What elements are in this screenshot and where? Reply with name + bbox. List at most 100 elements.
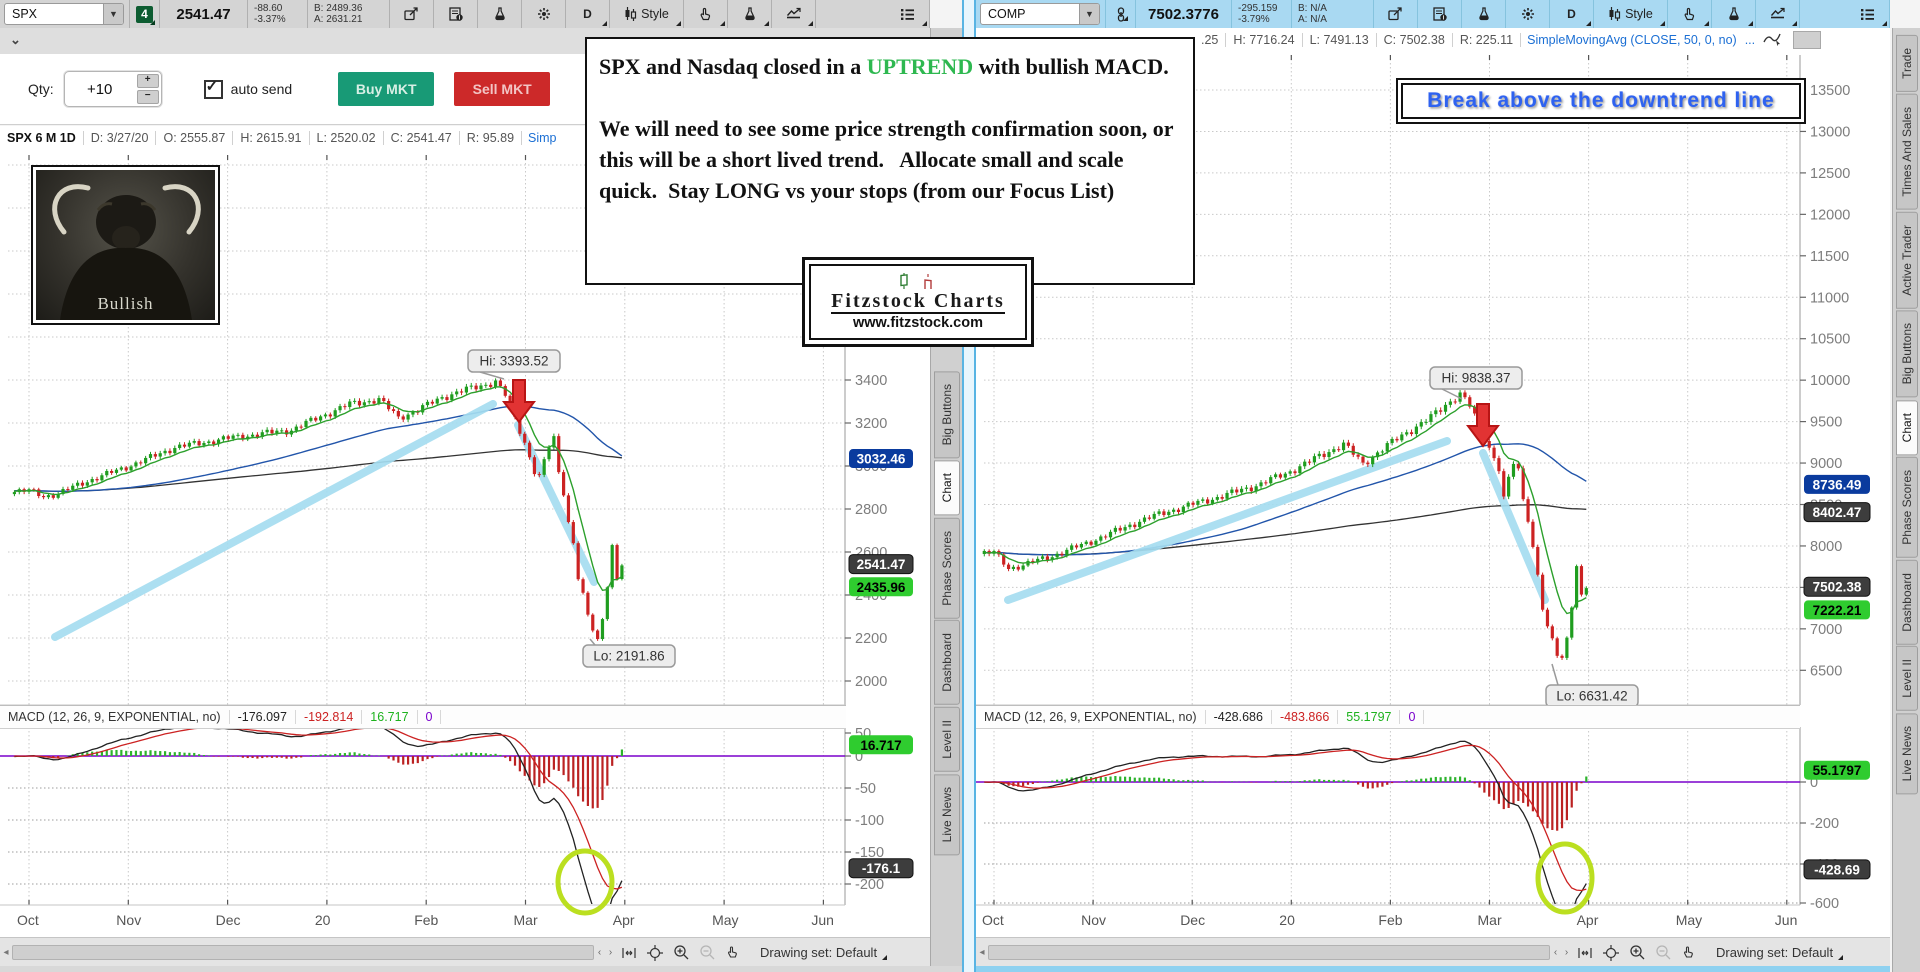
qty-increment-button[interactable]: + — [136, 74, 159, 88]
zoom-out-icon[interactable] — [1650, 944, 1676, 961]
left-macd-row: MACD (12, 26, 9, EXPONENTIAL, no) -176.0… — [0, 705, 846, 729]
bar-spacing-icon[interactable] — [616, 946, 642, 960]
link-cell[interactable] — [1106, 0, 1136, 28]
tab-chart[interactable]: Chart — [934, 460, 960, 516]
style-button[interactable]: Style — [610, 0, 684, 28]
macd-axis-label: -150 — [855, 845, 884, 861]
uptrend-trendline[interactable] — [51, 400, 497, 641]
pan-hand-icon[interactable] — [1676, 945, 1702, 961]
ellipse-annotation[interactable] — [1535, 841, 1595, 915]
tab-level-ii[interactable]: Level II — [934, 707, 960, 772]
gear-button[interactable] — [522, 0, 566, 28]
drawing-set-selector[interactable]: Drawing set: Default — [1716, 945, 1844, 960]
uptrend-trendline[interactable] — [1004, 437, 1451, 604]
auto-send-checkbox[interactable] — [203, 77, 223, 99]
tab-live-news[interactable]: Live News — [934, 773, 960, 856]
tab-trade[interactable]: Trade — [1896, 35, 1918, 92]
style-label: Style — [1625, 7, 1653, 21]
chevron-down-icon[interactable]: ▼ — [1079, 4, 1099, 24]
pointer-button[interactable] — [1668, 0, 1712, 28]
qty-label: Qty: — [28, 81, 54, 97]
scroll-left-icon[interactable]: ◂ — [3, 947, 9, 958]
scroll-left-icon[interactable]: ◂ — [979, 947, 985, 958]
horizontal-scrollbar[interactable] — [988, 945, 1550, 960]
share-button[interactable] — [390, 0, 434, 28]
symbol-input[interactable]: COMP — [988, 7, 1026, 21]
symbol-input[interactable]: SPX — [12, 7, 38, 21]
timeframe-button[interactable]: D — [566, 0, 610, 28]
tab-dashboard[interactable]: Dashboard — [934, 620, 960, 706]
price-bubble: 7222.21 — [1804, 600, 1870, 620]
list-icon — [900, 8, 915, 21]
page-right-icon[interactable]: › — [1564, 947, 1569, 958]
tab-level-ii[interactable]: Level II — [1896, 646, 1918, 712]
tab-active-trader[interactable]: Active Trader — [1896, 211, 1918, 309]
drawing-set-selector[interactable]: Drawing set: Default — [760, 945, 888, 960]
study-label[interactable]: Simp — [528, 131, 557, 145]
pointer-button[interactable] — [684, 0, 728, 28]
page-right-icon[interactable]: › — [608, 947, 613, 958]
pan-hand-icon[interactable] — [720, 945, 746, 961]
page-left-icon[interactable]: ‹ — [597, 947, 602, 958]
list-button[interactable] — [1846, 0, 1890, 28]
axis-collapse-button[interactable] — [1793, 31, 1822, 49]
bull-caption: Bullish — [97, 294, 154, 313]
symbol-combo[interactable]: SPX ▼ — [0, 0, 130, 28]
tab-phase-scores[interactable]: Phase Scores — [1896, 456, 1918, 558]
qty-value[interactable]: +10 — [86, 80, 113, 98]
down-arrow-annotation[interactable] — [502, 379, 536, 424]
sell-market-button[interactable]: Sell MKT — [454, 72, 551, 106]
macd-study-label[interactable]: MACD (12, 26, 9, EXPONENTIAL, no) — [0, 710, 230, 724]
link-icon[interactable] — [1112, 5, 1130, 23]
gear-button[interactable] — [1506, 0, 1550, 28]
zoom-in-icon[interactable] — [668, 944, 694, 961]
quantity-stepper[interactable]: +10 + − — [63, 71, 162, 107]
timeframe-button[interactable]: D — [1550, 0, 1594, 28]
study-more[interactable]: ... — [1744, 33, 1756, 47]
svg-text:16.717: 16.717 — [860, 738, 901, 753]
crosshair-icon[interactable] — [1598, 944, 1624, 961]
ellipse-annotation[interactable] — [555, 848, 615, 916]
downtrend-trendline[interactable] — [1479, 449, 1549, 604]
macd-study-label[interactable]: MACD (12, 26, 9, EXPONENTIAL, no) — [976, 710, 1206, 724]
tab-live-news[interactable]: Live News — [1896, 713, 1918, 795]
jump-to-cursor-icon[interactable] — [1763, 32, 1783, 49]
flask-button[interactable] — [728, 0, 772, 28]
tab-big-buttons[interactable]: Big Buttons — [1896, 310, 1918, 398]
list-button[interactable] — [886, 0, 930, 28]
zoom-out-icon[interactable] — [694, 944, 720, 961]
symbol-combo[interactable]: COMP ▼ — [976, 0, 1106, 28]
zoom-in-icon[interactable] — [1624, 944, 1650, 961]
bar-spacing-icon[interactable] — [1572, 946, 1598, 960]
price-bubble: 2541.47 — [848, 554, 914, 575]
page-left-icon[interactable]: ‹ — [1553, 947, 1558, 958]
style-button[interactable]: Style — [1594, 0, 1668, 28]
note-button[interactable]: i — [434, 0, 478, 28]
share-button[interactable] — [1374, 0, 1418, 28]
chart-line-button[interactable] — [1756, 0, 1800, 28]
tab-dashboard[interactable]: Dashboard — [1896, 559, 1918, 645]
price-axis-label: 11000 — [1810, 290, 1849, 306]
tab-chart[interactable]: Chart — [1896, 399, 1918, 455]
qty-decrement-button[interactable]: − — [136, 90, 159, 104]
crosshair-icon[interactable] — [642, 944, 668, 961]
chart-line-button[interactable] — [772, 0, 816, 28]
horizontal-scrollbar[interactable] — [12, 945, 594, 960]
left-panel-bottom-edge — [0, 966, 962, 972]
ohlc-range: R: 225.11 — [1453, 33, 1522, 47]
study-label[interactable]: SimpleMovingAvg (CLOSE, 50, 0, no) — [1527, 33, 1737, 47]
chevron-collapse-icon[interactable]: ⌄ — [10, 32, 21, 47]
flask-button[interactable] — [478, 0, 522, 28]
down-arrow-annotation[interactable] — [1466, 403, 1500, 448]
buy-market-button[interactable]: Buy MKT — [338, 72, 435, 106]
flask-icon — [493, 7, 507, 21]
note-button[interactable]: i — [1418, 0, 1462, 28]
tab-phase-scores[interactable]: Phase Scores — [934, 517, 960, 619]
price-axis-label: 12000 — [1810, 207, 1850, 223]
alerts-badge-cell[interactable]: 4 — [130, 0, 160, 28]
tab-big-buttons[interactable]: Big Buttons — [934, 371, 960, 459]
tab-times-and-sales[interactable]: Times And Sales — [1896, 93, 1918, 210]
flask-button[interactable] — [1712, 0, 1756, 28]
flask-button[interactable] — [1462, 0, 1506, 28]
chevron-down-icon[interactable]: ▼ — [103, 4, 123, 24]
